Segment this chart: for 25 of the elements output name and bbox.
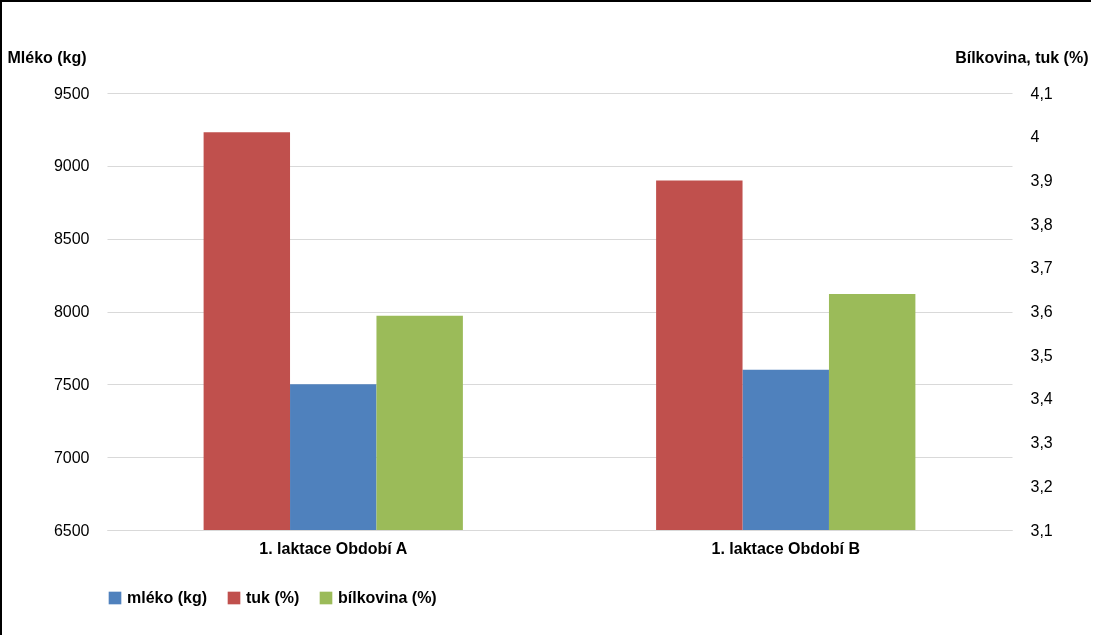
y2-tick-label: 3,6: [1030, 303, 1053, 320]
x-tick-label: 1. laktace Období B: [711, 539, 860, 557]
y-tick-label: 8500: [53, 230, 90, 248]
y2-tick-label: 4,1: [1030, 84, 1053, 102]
y2-tick-label: 3,4: [1030, 390, 1053, 408]
y2-tick-label: 4: [1030, 128, 1040, 146]
legend-label: tuk (%): [246, 589, 300, 606]
legend-label: bílkovina (%): [338, 589, 437, 606]
y2-tick-label: 3,8: [1030, 215, 1053, 233]
y2-tick-label: 3,9: [1030, 171, 1053, 189]
y2-tick-label: 3,2: [1030, 477, 1053, 495]
y2-tick-label: 3,3: [1030, 434, 1053, 452]
y-tick-label: 9000: [53, 157, 90, 175]
y-tick-label: 8000: [53, 303, 90, 320]
y-tick-label: 7500: [53, 375, 90, 393]
y-axis-title: Mléko (kg): [7, 48, 87, 66]
y-tick-label: 6500: [53, 521, 90, 539]
y2-tick-label: 3,7: [1030, 259, 1053, 277]
x-tick-label: 1. laktace Období A: [259, 539, 408, 557]
y-tick-label: 7000: [53, 448, 90, 466]
legend-label: mléko (kg): [127, 589, 208, 606]
y-tick-label: 9500: [53, 84, 90, 102]
y2-tick-label: 3,5: [1030, 346, 1053, 364]
y2-tick-label: 3,1: [1030, 521, 1053, 539]
y2-axis-title: Bílkovina, tuk (%): [955, 48, 1089, 66]
